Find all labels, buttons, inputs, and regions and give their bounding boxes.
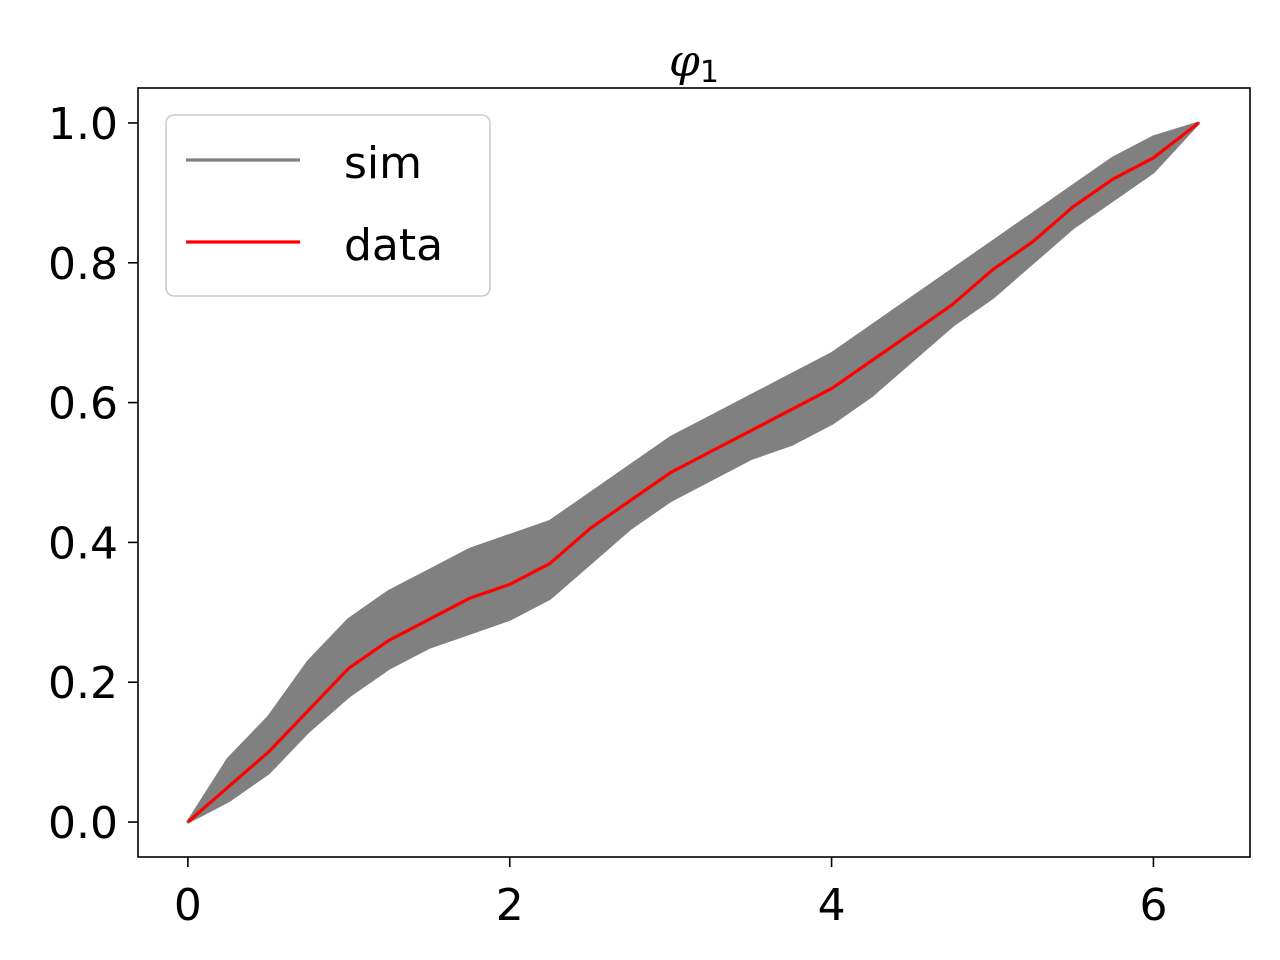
- chart-title: φ1: [669, 36, 719, 90]
- x-tick-label: 0: [174, 880, 202, 931]
- legend: sim data: [165, 114, 491, 297]
- chart-title-subscript: 1: [700, 55, 719, 90]
- legend-label-data: data: [344, 220, 443, 271]
- chart-title-main: φ: [669, 36, 700, 87]
- x-tick-label: 4: [818, 880, 846, 931]
- y-tick-label: 0.4: [48, 518, 118, 569]
- y-tick-label: 0.2: [48, 658, 118, 709]
- y-tick-label: 0.8: [48, 239, 118, 290]
- plot-frame: [137, 87, 1251, 858]
- y-tick-label: 0.6: [48, 379, 118, 430]
- x-axis-ticks: 0 2 4 6: [174, 857, 1167, 931]
- legend-label-sim: sim: [344, 138, 422, 189]
- data-line: [186, 121, 1200, 824]
- x-tick-label: 6: [1139, 880, 1167, 931]
- x-tick-label: 2: [496, 880, 524, 931]
- y-tick-label: 0.0: [48, 798, 118, 849]
- y-tick-label: 1.0: [48, 99, 118, 150]
- data-line-group: [186, 121, 1200, 824]
- y-axis-ticks: 0.0 0.2 0.4 0.6 0.8 1.0: [48, 99, 138, 849]
